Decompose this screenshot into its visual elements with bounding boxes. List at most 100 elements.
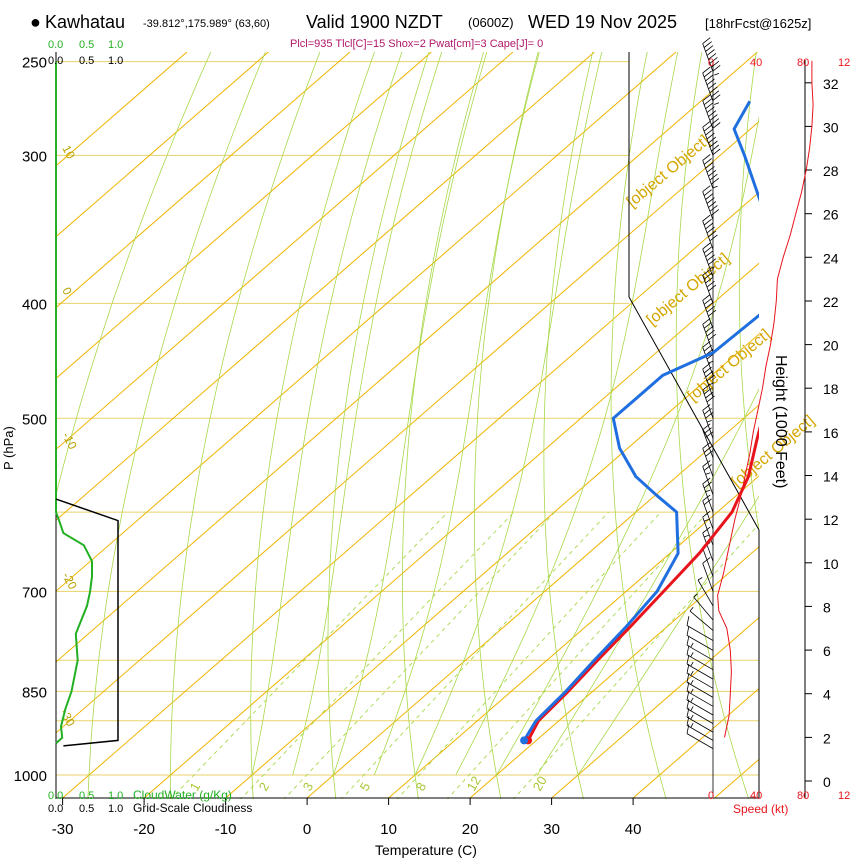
temperature-tick-label: 20 [462, 821, 479, 838]
height-tick-label: 16 [823, 425, 839, 441]
height-tick-label: 14 [823, 469, 839, 485]
isotherm-line [388, 475, 759, 799]
temperature-tick-label: 40 [625, 821, 642, 838]
pressure-tick-label: 1000 [14, 768, 47, 785]
bot-speed-0: 0 [708, 790, 714, 802]
wind-barb [702, 557, 714, 592]
wind-barb [702, 185, 720, 220]
wind-barb [686, 616, 714, 641]
isotherm-lines [56, 52, 759, 799]
mixing-ratio-label: 8 [413, 780, 430, 794]
wind-barbs [686, 37, 721, 749]
wind-barb [686, 645, 714, 671]
height-tick-label: 30 [823, 119, 839, 135]
top-cl-scale-0: 0.0 [48, 55, 63, 67]
temperature-tick-label: -20 [133, 821, 155, 838]
cloudwater-legend: CloudWater (g/Kg) [133, 788, 232, 802]
bottom-speed-scale: 0 40 80 120 Speed (kt) [708, 790, 850, 816]
dry-adiabat-line [738, 52, 759, 533]
top-cw-scale-2: 1.0 [108, 39, 123, 51]
pressure-tick-label: 400 [22, 296, 47, 313]
height-tick-label: 0 [823, 774, 831, 790]
wind-barb [686, 699, 714, 724]
isotherm-label: 10 [59, 143, 78, 162]
wind-barb [702, 37, 721, 76]
valid-date: WED 19 Nov 2025 [528, 12, 677, 32]
dry-adiabat-line [473, 52, 539, 799]
wind-barb [702, 362, 715, 398]
bot-cw-scale-0: 0.0 [48, 790, 63, 802]
wind-barb [702, 94, 721, 130]
pressure-tick-label: 250 [22, 55, 47, 72]
isotherm-line [56, 52, 269, 238]
isotherm-line [225, 333, 759, 799]
wind-barb [702, 269, 717, 304]
top-cw-scale-1: 0.5 [79, 39, 94, 51]
forecast-info: [18hrFcst@1625z] [705, 16, 811, 31]
sounding-profiles [520, 100, 759, 745]
top-cw-scale-0: 0.0 [48, 39, 63, 51]
bot-cw-scale-1: 0.5 [79, 790, 94, 802]
wind-barb [702, 494, 714, 530]
cloud-profiles [55, 61, 119, 747]
wind-barb [702, 120, 721, 156]
mixing-ratio-line [283, 511, 556, 799]
dry-adiabat-line [170, 52, 321, 799]
wind-panel-divider [628, 52, 760, 798]
moist-adiabat-line [496, 115, 759, 776]
pressure-axis-label: P (hPa) [1, 426, 16, 470]
station-marker: ● [30, 12, 41, 32]
dry-adiabat-label: [object Object] [624, 132, 713, 211]
moist-adiabat-line [333, 52, 488, 776]
temperature-axis-label: Temperature (C) [375, 842, 477, 858]
top-speed-0: 0 [708, 57, 714, 69]
speed-legend: Speed (kt) [733, 802, 788, 816]
top-cloudwater-scale: 0.0 0.5 1.0 0.0 0.5 1.0 [48, 39, 123, 67]
wind-barb [686, 707, 714, 733]
temperature-tick-label: 30 [543, 821, 560, 838]
dry-adiabat-line [543, 52, 594, 799]
mixing-ratio-label: 2 [256, 780, 273, 794]
dry-adiabat-line [402, 52, 485, 799]
dry-adiabat-line [675, 52, 750, 799]
moist-adiabat-line [251, 52, 403, 776]
height-tick-label: 20 [823, 338, 839, 354]
isotherm-line [56, 52, 514, 451]
dry-adiabat-lines [56, 52, 759, 799]
pressure-tick-label: 700 [22, 584, 47, 601]
pressure-ticks: 250 300 400 500 700 850 1000 [14, 55, 47, 785]
height-tick-label: 10 [823, 556, 839, 572]
dewpoint-line [522, 100, 759, 742]
wind-barb [693, 593, 714, 621]
temperature-tick-label: 10 [380, 821, 397, 838]
wind-barb [702, 318, 717, 353]
bot-cw-scale-2: 1.0 [108, 790, 123, 802]
valid-time: Valid 1900 NZDT [306, 12, 443, 32]
bot-speed-40: 40 [750, 790, 762, 802]
pressure-tick-label: 500 [22, 411, 47, 428]
height-tick-label: 26 [823, 207, 839, 223]
temperature-ticks: -30 -20 -10 0 10 20 30 40 [52, 798, 642, 838]
height-tick-label: 2 [823, 730, 831, 746]
height-tick-label: 32 [823, 76, 839, 92]
cloudiness-line [55, 498, 119, 747]
top-speed-40: 40 [750, 57, 762, 69]
isotherm-line [56, 52, 758, 663]
isotherm-line [143, 262, 759, 799]
grid-labels: 100-10-20-30[object Object][object Objec… [57, 132, 818, 793]
isotherm-line [62, 191, 759, 799]
wind-barb [686, 654, 714, 680]
height-tick-label: 12 [823, 512, 839, 528]
cloudiness-legend: Grid-Scale Cloudiness [133, 801, 252, 815]
wind-barb [702, 460, 714, 495]
wind-barb [686, 724, 714, 749]
dry-adiabat-line [87, 52, 266, 799]
bot-speed-120: 120 [838, 790, 850, 802]
moist-adiabat-line [414, 52, 603, 776]
wind-barb [702, 242, 717, 278]
dry-adiabat-line [327, 52, 430, 799]
mixing-ratio-label: 12 [464, 773, 484, 793]
surface-dewpoint-dot [520, 736, 529, 745]
top-cl-scale-1: 0.5 [79, 55, 94, 67]
